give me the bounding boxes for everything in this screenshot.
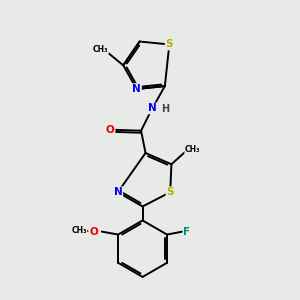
Text: N: N — [148, 103, 157, 113]
Text: N: N — [113, 187, 122, 197]
Text: F: F — [183, 226, 190, 237]
Text: H: H — [161, 104, 169, 114]
Text: CH₃: CH₃ — [71, 226, 87, 236]
Text: N: N — [132, 84, 141, 94]
Text: O: O — [89, 226, 98, 237]
Text: CH₃: CH₃ — [185, 145, 200, 154]
Text: S: S — [166, 40, 173, 50]
Text: CH₃: CH₃ — [93, 45, 108, 54]
Text: O: O — [106, 125, 115, 135]
Text: S: S — [167, 187, 174, 197]
